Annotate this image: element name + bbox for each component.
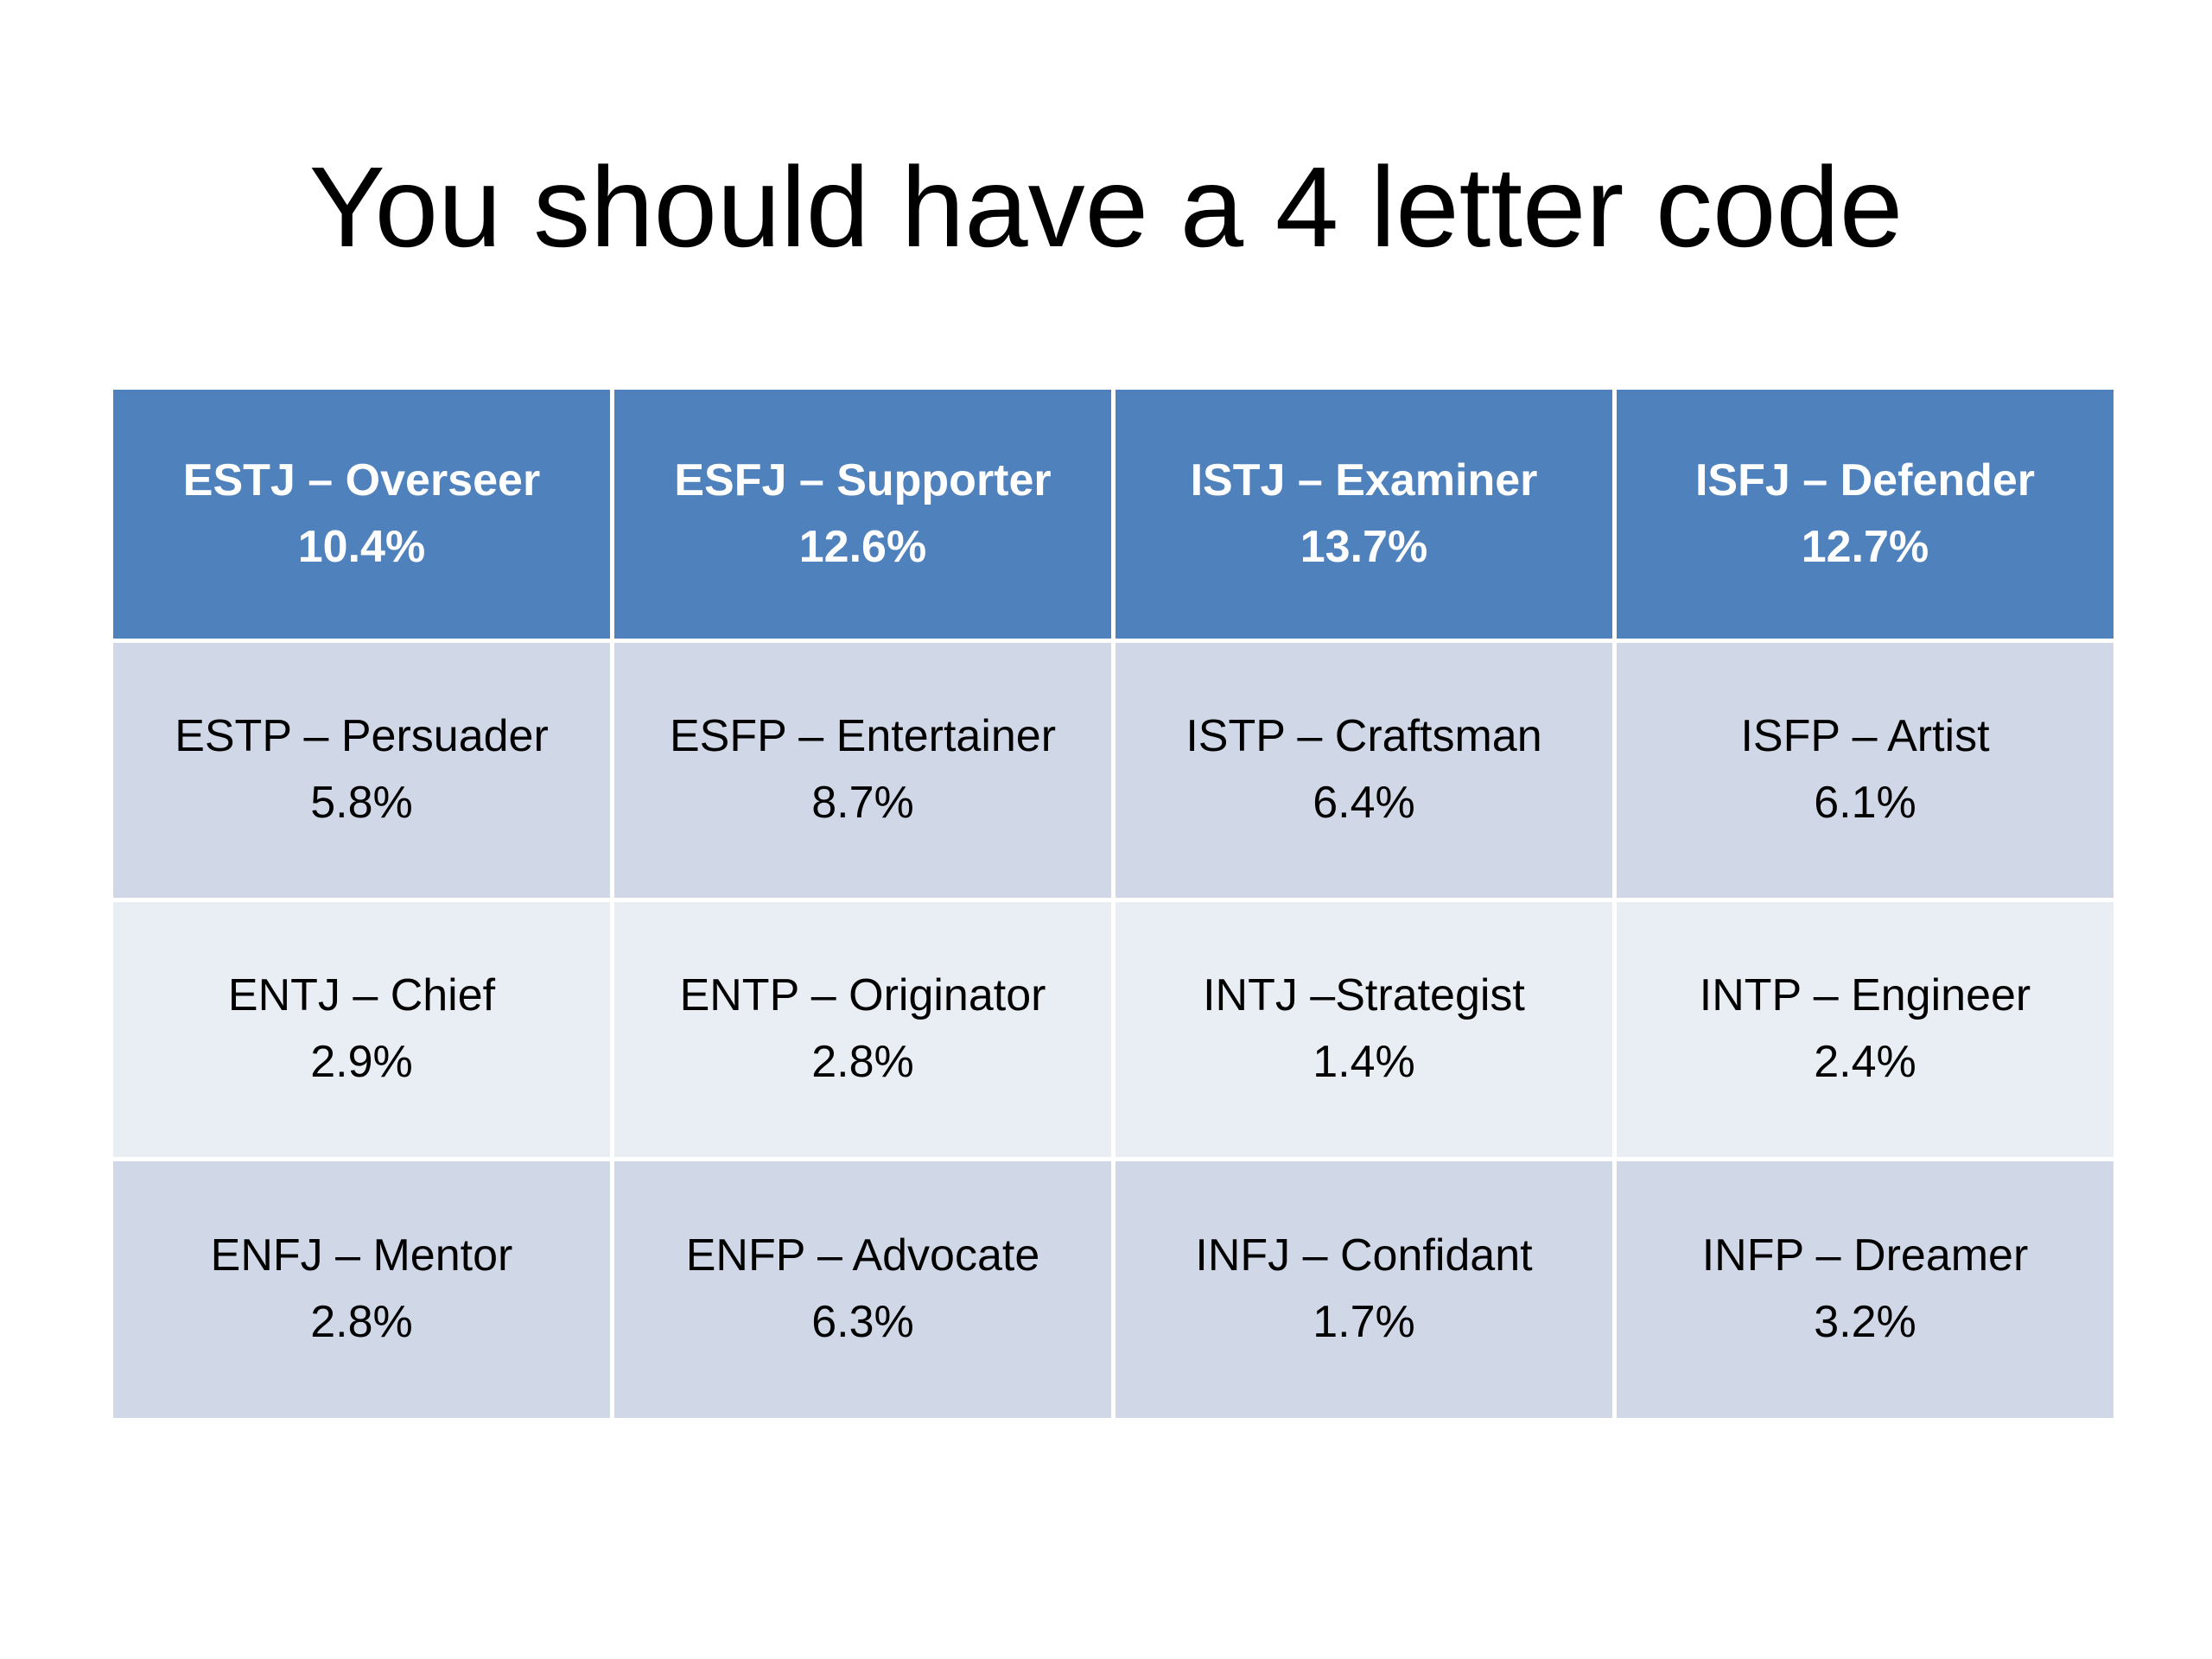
table-cell: ESFP – Entertainer 8.7% [610,638,1116,902]
type-share: 3.2% [1814,1297,1916,1348]
table-row: ENFJ – Mentor 2.8% ENFP – Advocate 6.3% INFJ… [113,1156,2113,1418]
type-table: ESTJ – Overseer 10.4% ESFJ – Supporter 12.6… [113,390,2113,1418]
type-name: ESTJ – Overseer [182,454,541,505]
type-share: 8.7% [811,778,914,828]
table-cell: ISFP – Artist 6.1% [1612,638,2113,902]
table-row: ENTJ – Chief 2.9% ENTP – Originator 2.8% INT… [113,897,2113,1161]
table-cell: INTJ –Strategist 1.4% [1111,897,1617,1161]
type-share: 12.6% [798,521,927,572]
type-name: ESFP – Entertainer [669,711,1057,761]
type-name: INFP – Dreamer [1701,1230,2029,1281]
table-row: ESTP – Persuader 5.8% ESFP – Entertainer 8.… [113,638,2113,902]
type-share: 5.8% [310,778,413,828]
table-cell: INFJ – Confidant 1.7% [1111,1156,1617,1418]
type-name: ESFJ – Supporter [674,454,1052,505]
type-share: 2.8% [811,1037,914,1087]
type-share: 2.8% [310,1297,413,1348]
type-share: 10.4% [297,521,426,572]
type-share: 6.3% [811,1297,914,1348]
type-name: ENFJ – Mentor [210,1230,513,1281]
type-name: ENTJ – Chief [227,970,496,1020]
table-cell: ENTJ – Chief 2.9% [113,897,614,1161]
table-cell: ESTJ – Overseer 10.4% [113,390,614,643]
table-cell: ENFP – Advocate 6.3% [610,1156,1116,1418]
type-name: ISFP – Artist [1740,711,1990,761]
type-share: 6.4% [1313,778,1415,828]
table-cell: ISTP – Craftsman 6.4% [1111,638,1617,902]
type-name: INTJ –Strategist [1203,970,1525,1020]
table-cell: ESFJ – Supporter 12.6% [610,390,1116,643]
table-cell: INFP – Dreamer 3.2% [1612,1156,2113,1418]
type-name: INFJ – Confidant [1195,1230,1533,1281]
type-share: 6.1% [1814,778,1916,828]
table-cell: ENFJ – Mentor 2.8% [113,1156,614,1418]
type-share: 2.9% [310,1037,413,1087]
type-name: ENTP – Originator [679,970,1046,1020]
type-name: ISTP – Craftsman [1185,711,1542,761]
header-row: ESTJ – Overseer 10.4% ESFJ – Supporter 12.6… [113,390,2113,643]
table-cell: ENTP – Originator 2.8% [610,897,1116,1161]
table-cell: ISTJ – Examiner 13.7% [1111,390,1617,643]
table-cell: ESTP – Persuader 5.8% [113,638,614,902]
type-name: INTP – Engineer [1699,970,2031,1020]
type-share: 1.4% [1313,1037,1415,1087]
type-share: 2.4% [1814,1037,1916,1087]
type-name: ISTJ – Examiner [1190,454,1538,505]
table-cell: ISFJ – Defender 12.7% [1612,390,2113,643]
type-share: 1.7% [1313,1297,1415,1348]
table-cell: INTP – Engineer 2.4% [1612,897,2113,1161]
slide-title: You should have a 4 letter code [308,143,1904,270]
type-share: 13.7% [1300,521,1428,572]
type-name: ESTP – Persuader [175,711,549,761]
type-name: ENFP – Advocate [685,1230,1040,1281]
type-name: ISFJ – Defender [1694,454,2036,505]
type-share: 12.7% [1801,521,1929,572]
